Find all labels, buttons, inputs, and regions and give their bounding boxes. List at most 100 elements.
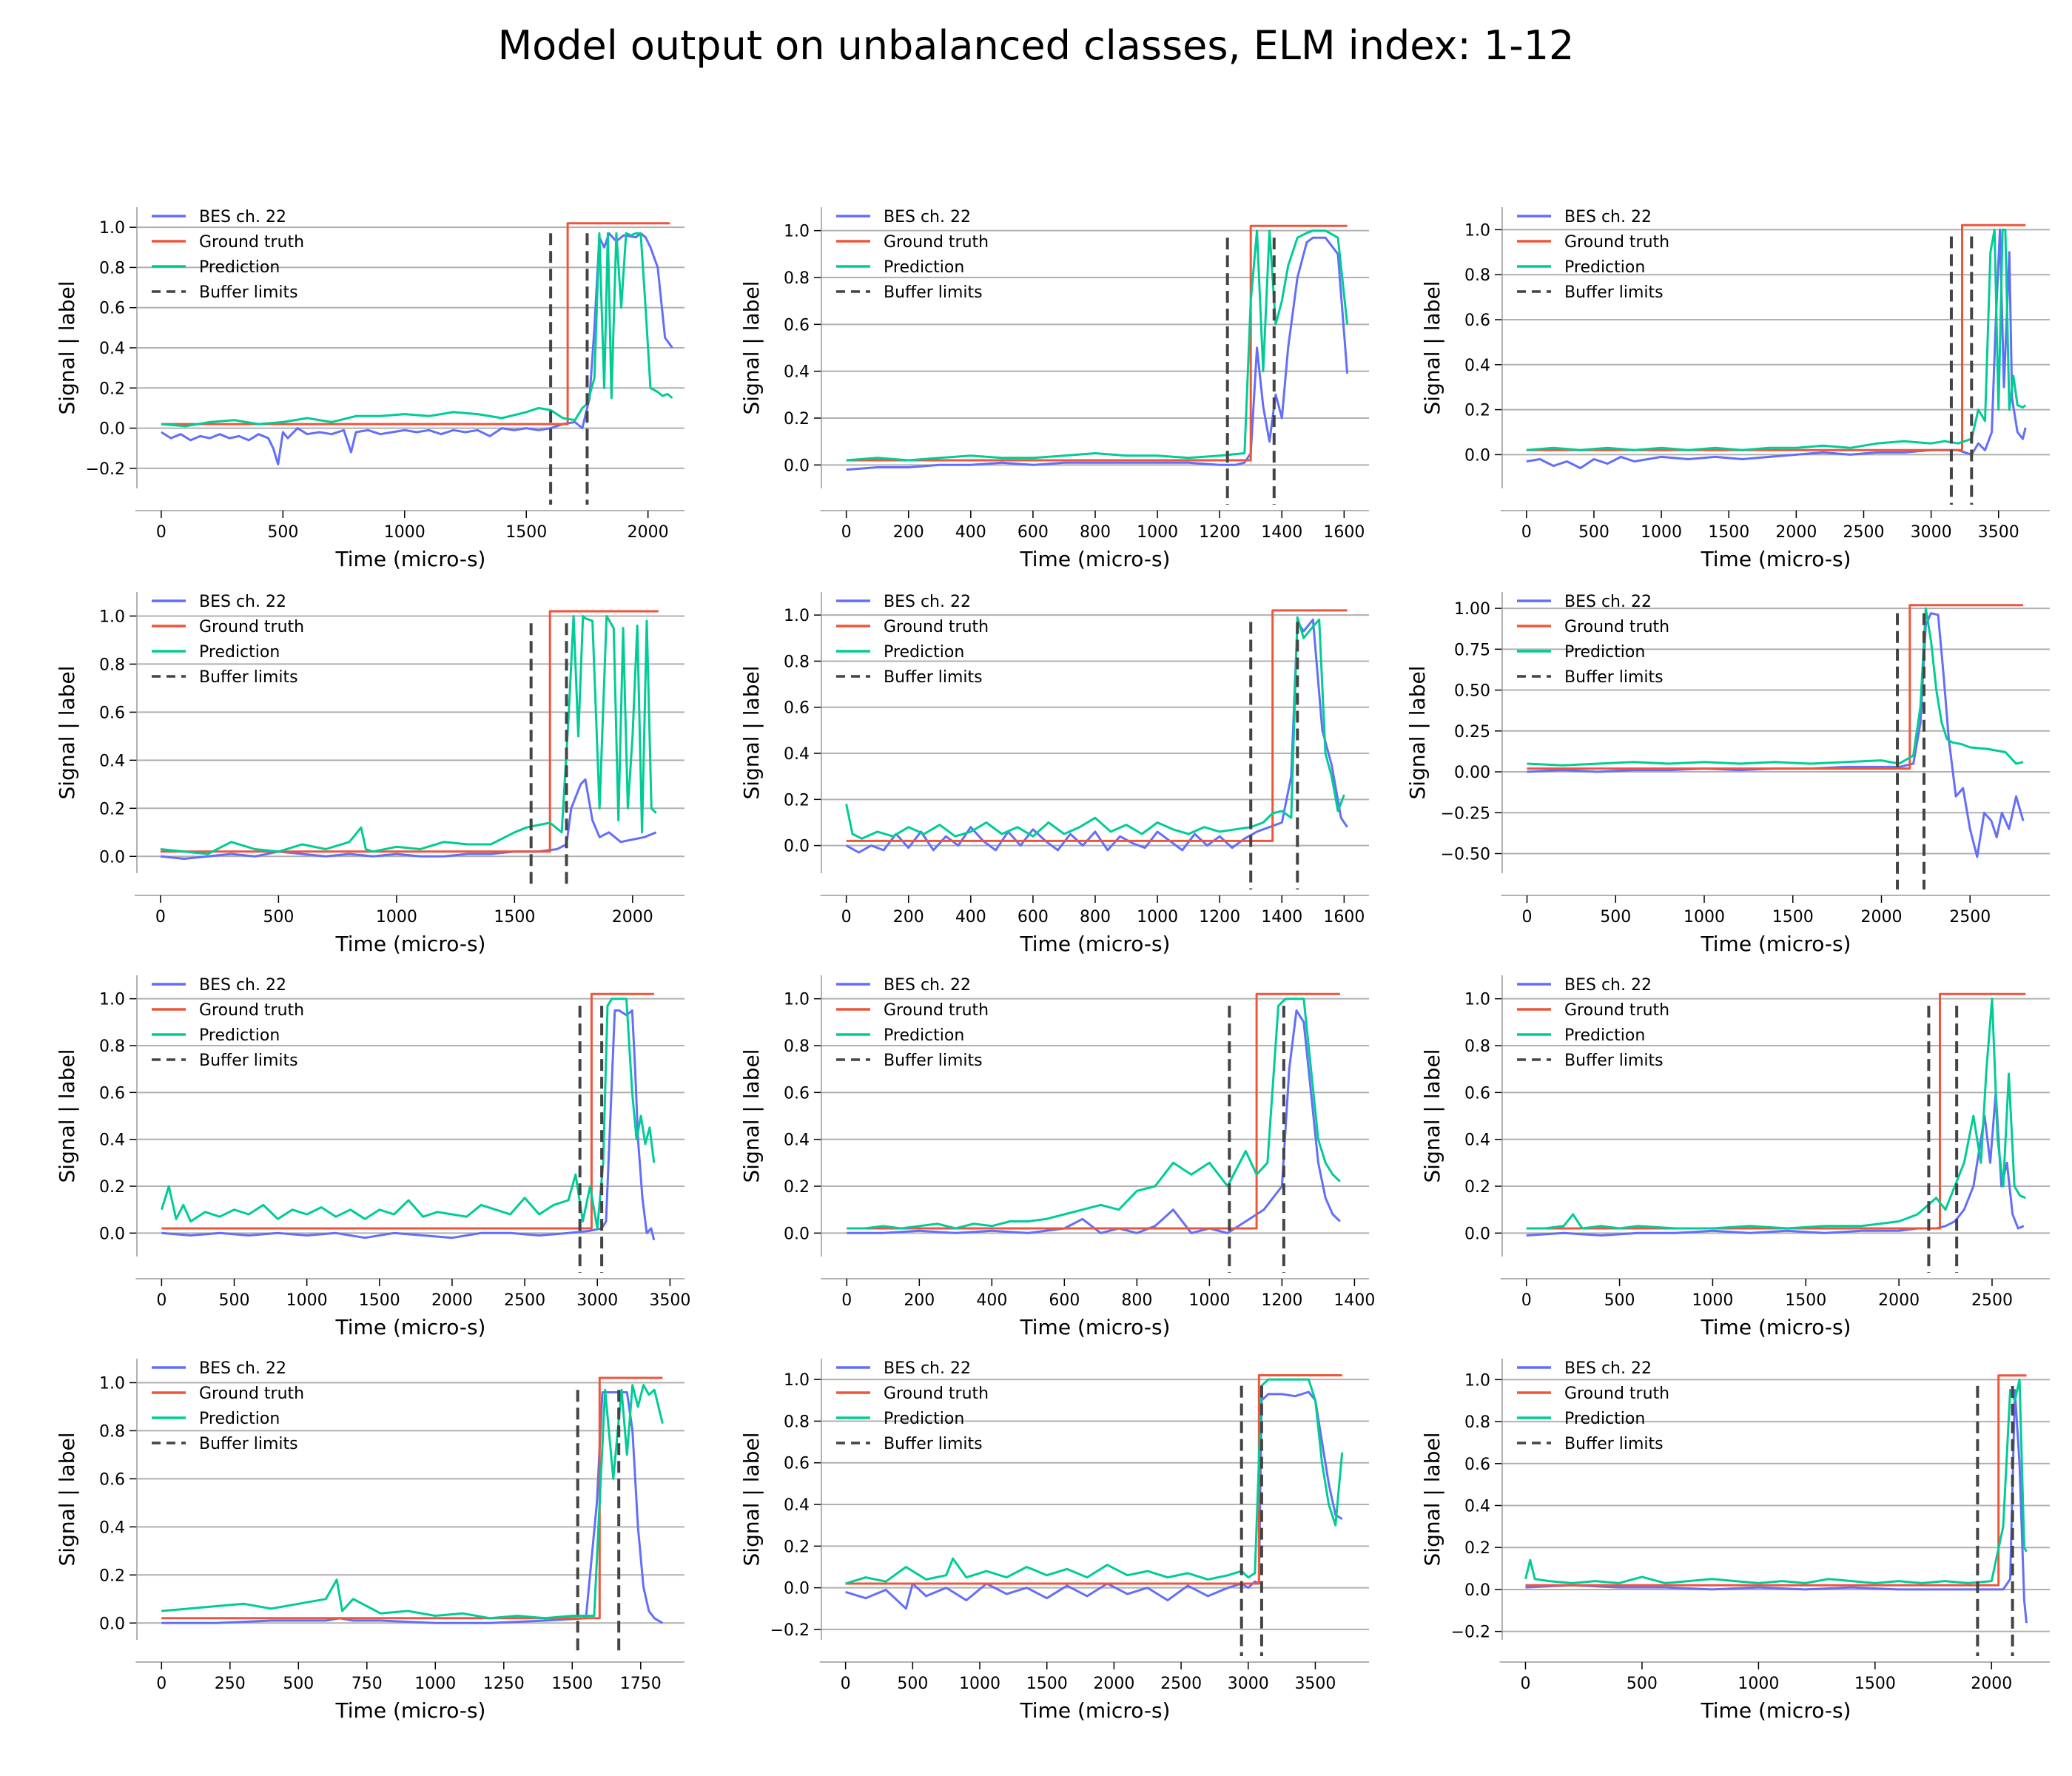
x-axis-label: Time (micro-s) [1020, 547, 1171, 571]
x-tick-label: 0 [1521, 1291, 1532, 1310]
y-tick-label: 0.2 [99, 1178, 125, 1197]
y-axis-label: Signal | label [739, 1433, 764, 1567]
y-tick-label: 0.0 [784, 1225, 810, 1243]
x-tick-label: 1000 [384, 523, 426, 542]
x-tick-label: 500 [263, 908, 294, 926]
x-tick-label: 0 [1522, 908, 1533, 926]
y-tick-label: 0.2 [784, 791, 810, 810]
x-tick-label: 1500 [1785, 1291, 1826, 1310]
prediction-line [845, 616, 1345, 840]
y-tick-label: 1.0 [784, 1371, 810, 1390]
legend-label: Buffer limits [199, 1435, 298, 1453]
y-tick-label: 0.4 [99, 340, 125, 358]
x-tick-label: 1200 [1199, 908, 1240, 926]
y-axis-label: Signal | label [55, 1433, 79, 1567]
x-axis-label: Time (micro-s) [1701, 1315, 1851, 1339]
x-tick-label: 200 [893, 523, 924, 542]
x-tick-label: 2500 [504, 1291, 545, 1310]
y-tick-label: 0.6 [1464, 1456, 1490, 1474]
y-axis-label: Signal | label [1420, 1433, 1444, 1567]
x-tick-label: 0 [156, 1675, 166, 1693]
y-tick-label: 0.4 [99, 752, 125, 770]
x-axis-label: Time (micro-s) [1020, 932, 1171, 956]
y-tick-label: 0.6 [784, 699, 810, 718]
legend-label: Buffer limits [884, 283, 983, 302]
x-tick-label: 1500 [1854, 1675, 1896, 1693]
y-tick-label: 0.8 [1464, 266, 1490, 285]
legend-label: BES ch. 22 [884, 208, 971, 226]
x-tick-label: 0 [155, 908, 166, 926]
legend-label: BES ch. 22 [884, 976, 971, 995]
prediction-line [1524, 1378, 2028, 1584]
x-tick-label: 2000 [1860, 908, 1902, 926]
x-tick-label: 1500 [1026, 1675, 1068, 1693]
y-tick-label: 0.4 [99, 1518, 125, 1537]
x-tick-label: 2000 [1971, 1675, 2012, 1693]
ground-truth-line [846, 609, 1348, 842]
x-tick-label: 0 [156, 1291, 166, 1310]
y-tick-label: 0.8 [784, 269, 810, 288]
legend-label: BES ch. 22 [884, 1359, 971, 1378]
y-tick-label: 0.4 [784, 1131, 810, 1150]
y-tick-label: 0.4 [784, 363, 810, 382]
signal-line [161, 1009, 656, 1241]
x-axis-label: Time (micro-s) [1701, 932, 1851, 956]
y-tick-label: 0.8 [99, 259, 125, 278]
y-axis-label: Signal | label [1420, 281, 1444, 415]
legend-label: Ground truth [199, 233, 304, 252]
x-tick-label: 2000 [1878, 1291, 1920, 1310]
legend-label: Buffer limits [1564, 283, 1664, 302]
legend-label: Buffer limits [884, 668, 983, 687]
legend-label: BES ch. 22 [1564, 976, 1652, 995]
prediction-line [1527, 607, 2024, 767]
x-tick-label: 1400 [1261, 908, 1302, 926]
x-tick-label: 1200 [1199, 523, 1240, 542]
x-tick-label: 500 [219, 1291, 250, 1310]
legend-label: BES ch. 22 [1564, 1359, 1652, 1378]
y-tick-label: 0.0 [784, 838, 810, 856]
y-tick-label: 0.2 [99, 380, 125, 398]
y-tick-label: 0.4 [99, 1131, 125, 1150]
x-tick-label: 1600 [1323, 908, 1365, 926]
x-tick-label: 0 [841, 1675, 851, 1693]
legend-label: Prediction [884, 643, 964, 662]
subplot-6: −0.50 −0.25 0.00 0.25 0.50 0.75 1.00 0 500 1000 15… [1405, 592, 2050, 956]
x-tick-label: 1500 [494, 908, 535, 926]
y-tick-label: 0.6 [784, 316, 810, 334]
y-tick-label: 0.6 [99, 300, 125, 318]
x-tick-label: 2000 [628, 523, 669, 542]
y-tick-label: 0.8 [99, 1037, 125, 1056]
subplot-11: −0.2 0.0 0.2 0.4 0.6 0.8 1.0 0 500 1000 1500 2000 25… [739, 1359, 1369, 1723]
legend-label: Ground truth [884, 1001, 989, 1020]
legend-label: Prediction [1564, 258, 1645, 277]
x-tick-label: 1600 [1323, 523, 1365, 542]
x-tick-label: 400 [976, 1291, 1007, 1310]
y-tick-label: 1.0 [784, 991, 810, 1009]
prediction-line [160, 998, 656, 1230]
x-tick-label: 0 [841, 1291, 852, 1310]
y-tick-label: 1.0 [784, 223, 810, 241]
x-tick-label: 3500 [649, 1291, 690, 1310]
x-tick-label: 1000 [1188, 1291, 1230, 1310]
legend-label: Ground truth [884, 618, 989, 636]
legend-label: Prediction [884, 1410, 964, 1428]
signal-line [845, 618, 1348, 854]
subplot-4: 0.0 0.2 0.4 0.6 0.8 1.0 0 500 1000 1500 2000 Time (… [55, 592, 684, 956]
subplot-5: 0.0 0.2 0.4 0.6 0.8 1.0 0 200 400 600 800 1000 1200 1… [739, 592, 1369, 956]
x-tick-label: 1500 [1772, 908, 1814, 926]
legend-label: BES ch. 22 [199, 208, 286, 226]
prediction-line [1526, 998, 2026, 1230]
legend-label: Buffer limits [1564, 1435, 1664, 1453]
y-tick-label: −0.2 [770, 1621, 810, 1640]
legend-label: Prediction [199, 643, 280, 662]
y-axis-label: Signal | label [55, 281, 79, 415]
y-tick-label: 0.6 [1464, 312, 1490, 330]
x-tick-label: 200 [893, 908, 924, 926]
y-tick-label: 0.2 [784, 1538, 810, 1556]
legend-label: Buffer limits [199, 668, 298, 687]
legend-label: Prediction [1564, 1026, 1645, 1045]
y-tick-label: 0.8 [784, 1037, 810, 1056]
y-tick-label: 0.2 [1464, 1178, 1490, 1197]
x-tick-label: 200 [904, 1291, 935, 1310]
prediction-line [1526, 228, 2027, 451]
